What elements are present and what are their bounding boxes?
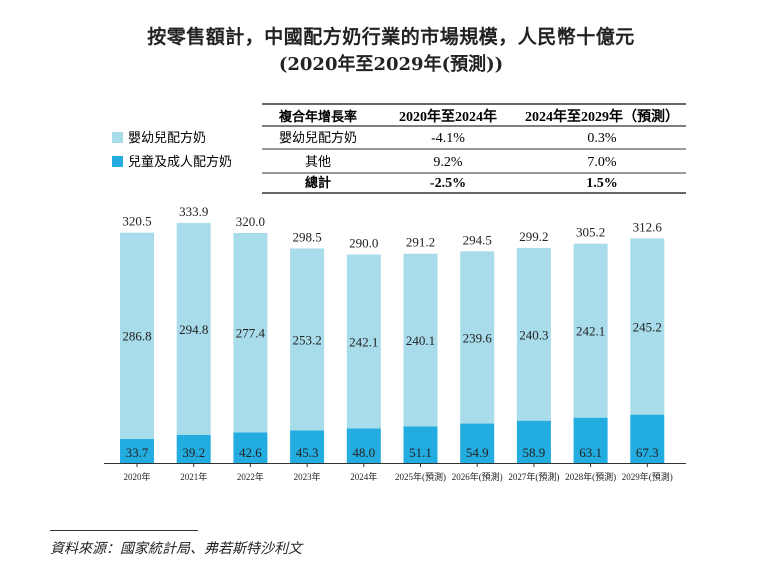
legend-swatch-children-adult xyxy=(112,156,123,167)
cagr-row-value-1: -4.1% xyxy=(431,131,465,146)
x-tick-label: 2027年(預測) xyxy=(508,471,559,482)
bar-infant xyxy=(516,247,551,421)
data-label-total: 291.2 xyxy=(406,235,435,250)
bar-children-adult xyxy=(516,420,551,463)
cagr-row-value-2: 7.0% xyxy=(587,155,617,170)
data-label-children-adult: 63.1 xyxy=(579,445,602,460)
cagr-row-value-1-total: -2.5% xyxy=(430,176,466,191)
data-label-children-adult: 51.1 xyxy=(409,445,432,460)
x-tick-label: 2024年 xyxy=(350,471,377,482)
bar-children-adult xyxy=(176,434,211,463)
cagr-header-period-1: 2020年至2024年 xyxy=(399,108,497,125)
bar-infant xyxy=(346,254,381,429)
data-label-infant: 277.4 xyxy=(236,326,266,341)
legend-label-infant: 嬰幼兒配方奶 xyxy=(128,130,206,146)
data-label-total: 320.0 xyxy=(236,214,265,229)
bar-children-adult xyxy=(460,423,495,463)
data-label-children-adult: 39.2 xyxy=(182,445,205,460)
chart-title: 按零售額計，中國配方奶行業的市場規模，人民幣十億元 xyxy=(147,26,635,48)
bar-infant xyxy=(233,233,268,433)
cagr-table: 複合年增長率 2020年至2024年 2024年至2029年（預測） 嬰幼兒配方… xyxy=(262,103,686,194)
data-label-infant: 286.8 xyxy=(122,329,151,344)
bar-children-adult xyxy=(290,430,325,463)
cagr-row-label: 其他 xyxy=(305,155,331,170)
data-label-total: 290.0 xyxy=(349,236,378,251)
bar-children-adult xyxy=(120,438,154,463)
x-tick-label: 2021年 xyxy=(180,471,207,482)
bar-children-adult xyxy=(403,426,438,463)
x-tick-label: 2022年 xyxy=(237,471,264,482)
bar-children-adult xyxy=(573,417,608,463)
x-tick-label: 2020年 xyxy=(123,471,150,482)
cagr-row-value-2: 0.3% xyxy=(587,131,617,146)
data-label-children-adult: 58.9 xyxy=(523,445,546,460)
data-label-children-adult: 33.7 xyxy=(126,445,149,460)
cagr-header-period-2: 2024年至2029年（預測） xyxy=(525,108,679,125)
bar-infant xyxy=(120,232,154,439)
bars: 33.7 286.8 320.5 2020年 39.2 294.8 333.9 2021年 42… xyxy=(104,204,686,482)
data-label-infant: 294.8 xyxy=(179,322,208,337)
cagr-header-label: 複合年增長率 xyxy=(278,109,357,125)
data-label-total: 299.2 xyxy=(519,229,548,244)
data-label-children-adult: 45.3 xyxy=(296,445,319,460)
cagr-row-label: 嬰幼兒配方奶 xyxy=(279,130,357,146)
data-label-infant: 253.2 xyxy=(292,332,321,347)
legend: 嬰幼兒配方奶 兒童及成人配方奶 xyxy=(112,130,232,170)
chart-subtitle: (2020年至2029年(預測)) xyxy=(278,54,504,75)
x-tick-label: 2026年(預測) xyxy=(452,471,503,482)
bar-children-adult xyxy=(630,414,665,463)
data-label-children-adult: 67.3 xyxy=(636,445,659,460)
legend-label-children-adult: 兒童及成人配方奶 xyxy=(128,154,232,170)
x-tick-label: 2023年 xyxy=(294,471,321,482)
data-label-infant: 239.6 xyxy=(463,330,493,345)
data-label-total: 305.2 xyxy=(576,225,605,240)
bar-infant xyxy=(403,253,438,427)
source-note: 資料來源：國家統計局、弗若斯特沙利文 xyxy=(50,541,302,557)
cagr-row-label-total: 總計 xyxy=(305,175,331,191)
data-label-children-adult: 42.6 xyxy=(239,445,262,460)
cagr-row-value-2-total: 1.5% xyxy=(586,176,618,191)
legend-swatch-infant xyxy=(112,132,123,143)
data-label-total: 320.5 xyxy=(122,214,151,229)
x-tick-label: 2025年(預測) xyxy=(395,471,446,482)
x-tick-label: 2028年(預測) xyxy=(565,471,616,482)
bar-children-adult xyxy=(233,432,268,463)
x-tick-label: 2029年(預測) xyxy=(622,471,673,482)
data-label-infant: 240.3 xyxy=(519,327,548,342)
data-label-total: 312.6 xyxy=(633,219,663,234)
bar-infant xyxy=(176,222,211,435)
data-label-infant: 245.2 xyxy=(633,320,662,335)
bar-children-adult xyxy=(346,428,381,463)
data-label-total: 333.9 xyxy=(179,204,208,219)
cagr-row-value-1: 9.2% xyxy=(433,155,463,170)
bar-infant xyxy=(630,238,665,415)
bar-infant xyxy=(290,248,325,431)
data-label-infant: 242.1 xyxy=(349,335,378,350)
source-divider xyxy=(50,530,198,531)
data-label-infant: 242.1 xyxy=(576,324,605,339)
bar-infant xyxy=(573,243,608,418)
data-label-total: 294.5 xyxy=(463,232,492,247)
data-label-children-adult: 54.9 xyxy=(466,445,489,460)
data-label-children-adult: 48.0 xyxy=(352,445,375,460)
data-label-infant: 240.1 xyxy=(406,333,435,348)
data-label-total: 298.5 xyxy=(292,229,321,244)
bar-infant xyxy=(460,251,495,424)
